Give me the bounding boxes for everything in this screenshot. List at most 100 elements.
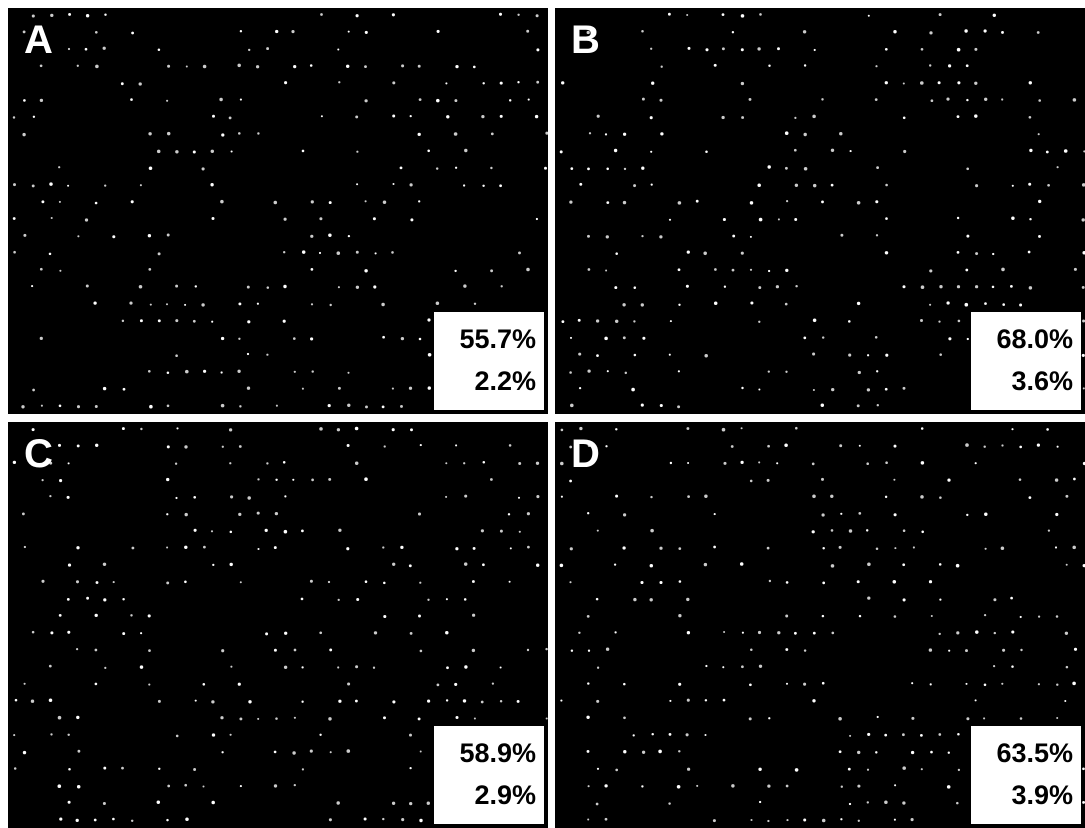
spot [885,354,888,357]
spot [1037,31,1040,34]
spot [148,649,151,652]
spot [794,149,797,152]
spot [965,683,967,685]
spot [373,667,375,669]
spot [50,14,53,17]
spot [867,596,870,599]
spot [614,149,617,152]
spot [1020,717,1023,720]
spot [201,303,204,306]
spot [122,427,125,430]
spot [777,47,780,50]
spot [957,217,959,219]
spot [768,370,770,372]
spot [704,354,707,357]
spot [966,167,969,170]
spot [294,371,296,373]
spot [32,428,35,431]
spot [622,303,625,306]
spot [85,48,88,51]
spot [640,581,643,584]
value-box: 63.5% 3.9% [971,726,1081,824]
spot [418,133,421,136]
spot [481,115,484,118]
spot [839,444,842,447]
spot [139,82,142,85]
spot [939,353,942,356]
spot [68,462,70,464]
spot [210,183,213,186]
spot [1020,616,1022,618]
spot [741,82,744,85]
spot [239,445,242,448]
spot [849,803,851,805]
spot [948,337,951,340]
spot [237,370,240,373]
spot [615,428,617,430]
spot [519,531,521,533]
spot [230,734,232,736]
spot [41,580,44,583]
spot [633,320,635,322]
spot [23,751,26,754]
spot [427,318,430,321]
spot [669,219,671,221]
spot [121,82,124,85]
spot [231,150,233,152]
spot [894,615,897,618]
spot [812,115,816,119]
spot [247,387,250,390]
spot [633,184,636,187]
spot [814,49,816,51]
spot [175,354,178,357]
spot [794,117,796,119]
spot [338,700,341,703]
spot [741,116,744,119]
spot [283,461,286,464]
spot [769,580,771,582]
spot [330,304,332,306]
spot [409,802,412,805]
spot [186,65,188,67]
spot [240,785,242,787]
spot [148,370,151,373]
spot [473,547,476,550]
spot [167,132,170,135]
spot [686,14,688,16]
spot [1029,286,1032,289]
spot [536,462,539,465]
spot [885,388,888,391]
spot [302,250,305,253]
spot [40,64,43,67]
spot [274,784,277,787]
spot [14,767,17,770]
spot [670,462,672,464]
spot [804,133,807,136]
spot [284,81,287,84]
spot [939,496,942,499]
spot [121,767,124,770]
spot [464,495,467,498]
spot [419,582,421,584]
spot [722,428,726,432]
spot [561,81,564,84]
spot [526,30,529,33]
spot [795,427,798,430]
spot [1066,666,1069,669]
spot [238,683,241,686]
spot [687,250,690,253]
spot [857,785,860,788]
spot [410,632,413,635]
spot [741,14,745,18]
spot [723,462,726,465]
spot [490,478,493,481]
spot [112,235,115,238]
spot [337,48,339,50]
spot [741,252,744,255]
spot [894,445,897,448]
spot [929,31,932,34]
spot [569,581,571,583]
spot [409,564,412,567]
spot [1028,251,1031,254]
spot [238,513,241,516]
